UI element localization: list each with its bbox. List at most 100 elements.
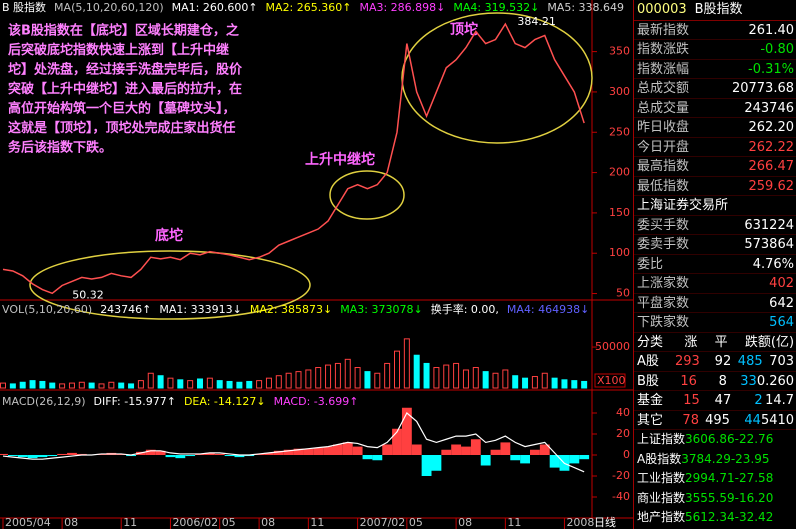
- y-tick-label: 0: [623, 448, 630, 461]
- volume-bar: [265, 377, 272, 389]
- macd-bar: [579, 455, 590, 460]
- quote-row: 总成交量 243746: [634, 99, 796, 118]
- macd-bar: [333, 444, 343, 455]
- macd-bar: [175, 455, 186, 459]
- volume-bar: [187, 380, 194, 389]
- quote-label: 总成交量: [637, 100, 690, 116]
- index-name: 上证指数: [637, 432, 686, 446]
- volume-bar: [226, 380, 233, 389]
- volume-bar: [354, 367, 361, 389]
- quote-value: 20773.68: [731, 81, 794, 96]
- macd-bar: [372, 455, 383, 461]
- annotation-line: 突破【上升中继坨】进入最后的拉升，在: [8, 81, 242, 97]
- volume-bar: [571, 380, 578, 389]
- unit-box: [594, 373, 626, 388]
- index-name: A股指数: [637, 451, 682, 466]
- quote-value: -0.31%: [748, 61, 794, 77]
- table-head-cell: 涨: [684, 334, 698, 350]
- volume-bar: [108, 381, 115, 389]
- quote-value: 4.76%: [752, 256, 794, 272]
- zone-ellipse: [401, 12, 593, 144]
- quote-row: 下跌家数 564: [634, 313, 796, 333]
- macd-bar: [382, 444, 393, 455]
- volume-bar: [157, 375, 164, 389]
- macd-bar: [224, 455, 235, 457]
- volume-bar: [206, 377, 213, 389]
- quote-value: 262.22: [748, 139, 795, 155]
- macd-bar: [510, 455, 521, 461]
- macd-bar: [57, 453, 68, 455]
- header-item: VOL(5,10,20,60): [2, 303, 93, 316]
- table-cell: 0.260: [756, 373, 795, 389]
- macd-bar: [470, 439, 481, 455]
- quote-row: 今日开盘 262.22: [634, 138, 796, 157]
- header-item: MA2: 385873↓: [249, 303, 333, 316]
- macd-bar: [362, 455, 373, 460]
- macd-bar: [214, 453, 225, 455]
- volume-bar: [325, 364, 332, 389]
- quote-value: 243746: [744, 100, 794, 116]
- volume-bar: [364, 371, 371, 389]
- zone-label: 底坨: [155, 227, 183, 244]
- quote-label: 昨日收盘: [637, 120, 690, 135]
- header-item: MACD(26,12,9): [2, 395, 86, 408]
- macd-bar: [47, 455, 58, 457]
- volume-bar: [531, 376, 538, 389]
- volume-bar: [177, 379, 184, 389]
- volume-bar: [305, 369, 312, 389]
- quote-row: 委卖手数 573864: [634, 235, 796, 255]
- table-cell: A股: [637, 354, 659, 369]
- zone-label: 顶坨: [450, 21, 478, 38]
- annotation-line: 高位开始构筑一个巨大的【墓碑坟头】，: [8, 101, 236, 117]
- volume-bar: [502, 369, 509, 389]
- macd-bar: [264, 452, 274, 455]
- volume-bar: [433, 367, 440, 389]
- index-value: 3606.86: [685, 432, 735, 446]
- quote-label: 下跌家数: [637, 315, 690, 330]
- macd-bar: [549, 455, 560, 468]
- stock-name: B股指数: [694, 2, 743, 17]
- table-head-cell: 跌: [744, 334, 758, 350]
- macd-bar: [145, 449, 156, 455]
- volume-bar: [394, 350, 400, 389]
- volume-bar: [522, 377, 529, 389]
- volume-bar: [137, 380, 144, 389]
- volume-bar: [147, 372, 154, 389]
- quote-value: 261.40: [748, 22, 795, 38]
- annotation-line: 坨】处洗盘，经过接手洗盘完毕后，股价: [8, 62, 243, 78]
- x-tick-label: 2008: [566, 516, 594, 529]
- macd-header: MACD(26,12,9) DIFF: -15.977↑ DEA: -14.127↓…: [2, 394, 358, 410]
- volume-bar: [29, 380, 36, 389]
- quote-row: 最低指数 259.62: [634, 177, 796, 196]
- price-header: B 股指数 MA(5,10,20,60,120) MA1: 260.600↑ MA2:…: [2, 0, 624, 16]
- table-row: B股 16 8 33 0.260: [634, 372, 796, 391]
- macd-bar: [352, 446, 363, 455]
- x-tick-label: 11: [123, 516, 137, 529]
- volume-bar: [492, 372, 499, 389]
- macd-bar: [530, 449, 540, 455]
- volume-bar: [167, 377, 174, 389]
- index-row: 工业指数2994.71-27.58: [634, 469, 796, 489]
- macd-bar: [569, 455, 580, 464]
- macd-bar: [7, 455, 18, 457]
- volume-bar: [0, 382, 6, 389]
- table-cell: B股: [637, 373, 659, 389]
- volume-bar: [482, 371, 489, 389]
- annotation-line: 务后该指数下跌。: [8, 140, 112, 156]
- volume-bar: [98, 383, 105, 389]
- index-row: A股指数3784.29-23.95: [634, 450, 796, 470]
- header-item: MA3: 373078↓: [340, 303, 423, 316]
- index-change: -27.58: [734, 471, 774, 485]
- volume-bar: [472, 367, 479, 389]
- quote-value: 642: [769, 295, 794, 311]
- zone-ellipse: [29, 250, 311, 320]
- volume-bar: [561, 379, 568, 389]
- y-tick-label: 300: [609, 85, 630, 98]
- exchange-title: 上海证券交易所: [634, 196, 796, 216]
- table-cell: 495: [705, 412, 730, 428]
- x-tick-label: 08: [261, 516, 275, 529]
- volume-bar: [443, 364, 450, 389]
- index-change: -16.20: [734, 490, 774, 505]
- quote-label: 委比: [637, 256, 664, 272]
- volume-bar: [49, 382, 56, 389]
